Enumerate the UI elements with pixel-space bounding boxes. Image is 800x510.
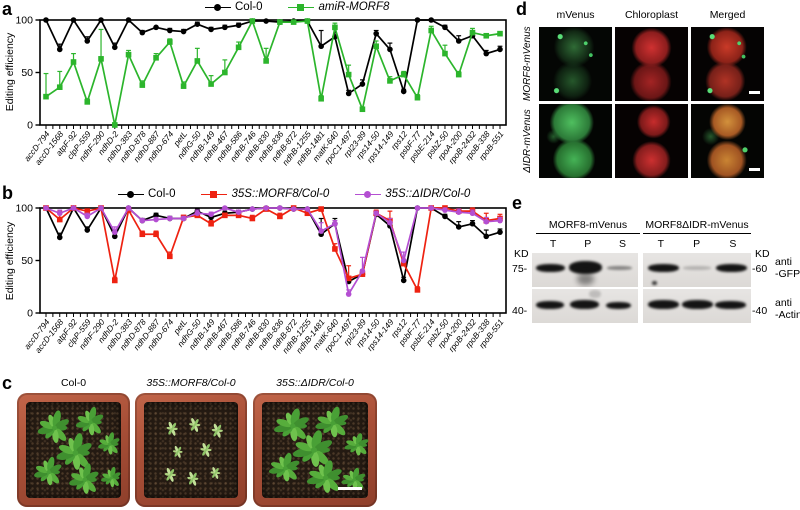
plants-morf8 [164,418,223,486]
pot-label-col0: Col-0 [60,377,87,389]
lane-s: S [619,238,627,250]
legend-label: Col-0 [235,1,263,13]
lane-labels-left: T P S [536,238,640,250]
column-header-chloroplast: Chloroplast [624,9,679,21]
amir-morf8-marker-icon [288,2,315,12]
blot-group-morf8didr: MORF8ΔIDR-mVenus [643,219,751,234]
panel-c-label: c [2,373,13,393]
pot-label-didr: 35S::ΔIDR/Col-0 [276,377,354,389]
didr-oe-marker-icon [355,189,382,199]
panel-a-label: a [2,0,13,19]
micrograph-didr-mvenus [539,104,612,178]
pot-photo-col0 [17,393,130,507]
micrograph-morf8-mvenus [539,27,612,101]
blot-gfp-morf8didr [643,253,751,287]
legend-item-35s-didr: 35S::ΔIDR/Col-0 [355,188,470,200]
scale-bar [338,487,362,490]
scale-bar [749,91,760,94]
blot-gfp-morf8 [532,253,638,287]
panel-e-label: e [512,193,523,213]
soil [26,402,121,498]
col0-marker-icon [118,189,144,199]
kd-label-right: KD [755,248,770,260]
panel-b-label: b [2,183,13,203]
scale-bar [749,168,760,171]
micrograph-didr-chloroplast [615,104,688,178]
lane-t: T [657,238,664,250]
panel-d-label: d [516,0,527,19]
micrograph-morf8-merged [691,27,764,101]
marker-40-right: -40 [752,305,768,317]
svg-text:0: 0 [27,308,33,320]
soil [262,402,369,498]
legend-item-col0-a: Col-0 [205,1,262,13]
legend-label: 35S::ΔIDR/Col-0 [385,188,471,200]
svg-text:100: 100 [15,15,33,27]
marker-40-left: 40- [512,305,528,317]
plants-col0 [34,406,121,494]
antibody-gfp-label: anti -GFP [775,256,800,281]
marker-60: -60 [752,263,768,275]
micrograph-didr-merged [691,104,764,178]
lane-t: T [549,238,557,250]
panel-a-legend: Col-0 amiR-MORF8 [205,1,415,13]
legend-item-amir-morf8: amiR-MORF8 [288,1,389,13]
marker-75: 75- [512,263,528,275]
lane-p: P [584,238,592,250]
legend-item-35s-morf8: 35S::MORF8/Col-0 [201,188,329,200]
lane-s: S [729,238,737,250]
svg-text:50: 50 [21,67,33,79]
kd-label-left: KD [514,248,529,260]
lane-p: P [693,238,701,250]
antibody-actin-label: anti -Actin [775,297,800,322]
blot-group-morf8: MORF8-mVenus [536,219,640,234]
row-label-morf8-mvenus: MORF8-mVenus [522,26,533,101]
pot-photo-didr [253,393,377,507]
panel-b-legend: Col-0 35S::MORF8/Col-0 35S::ΔIDR/Col-0 [118,188,496,200]
svg-text:100: 100 [15,203,33,215]
blot-actin-morf8 [532,289,638,323]
row-label-didr-mvenus: ΔIDR-mVenus [522,109,533,173]
blot-actin-morf8didr [643,289,751,323]
micrograph-morf8-chloroplast [615,27,688,101]
morf8-oe-marker-icon [201,189,228,199]
editing-efficiency-chart-b: 050100accD-794accD-1568atpF-92clpP-559nd… [15,203,507,355]
svg-text:0: 0 [27,120,33,132]
plants-didr [268,406,369,493]
pot-photo-morf8 [135,393,247,507]
column-header-merged: Merged [709,9,746,21]
col0-marker-icon [205,2,231,12]
legend-label: amiR-MORF8 [318,1,390,13]
svg-text:50: 50 [21,255,33,267]
legend-label: 35S::MORF8/Col-0 [231,188,330,200]
column-header-mvenus: mVenus [556,9,595,21]
pot-label-morf8: 35S::MORF8/Col-0 [146,377,236,389]
editing-efficiency-chart-a: 050100accD-794accD-1568atpF-92clpP-559nd… [15,15,507,167]
lane-labels-right: T P S [643,238,751,250]
soil [144,402,238,498]
legend-label: Col-0 [148,188,176,200]
legend-item-col0-b: Col-0 [118,188,175,200]
